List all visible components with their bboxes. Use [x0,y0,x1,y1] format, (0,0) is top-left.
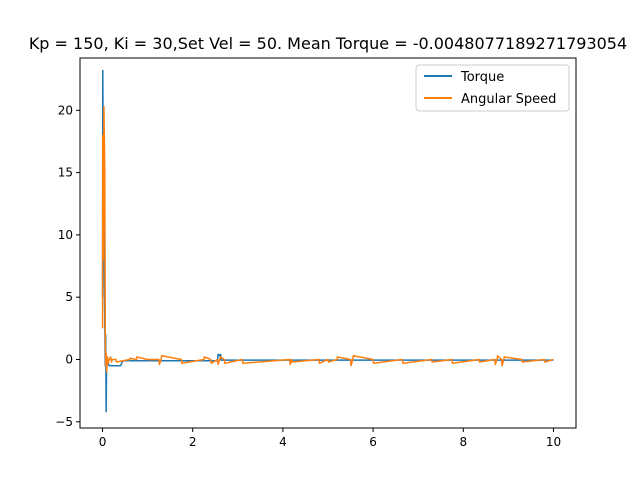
legend-label-torque: Torque [460,70,504,85]
y-tick-label: 0 [65,352,73,366]
series-line-angular-speed [101,105,554,373]
y-tick-label: 20 [58,103,73,117]
chart-title: Kp = 150, Ki = 30,Set Vel = 50. Mean Tor… [29,34,627,53]
x-tick-label: 2 [189,435,197,449]
legend-box [415,64,570,112]
y-tick-label: −5 [55,415,73,429]
y-tick-label: 10 [58,228,73,242]
y-tick-label: 5 [65,290,73,304]
ticks-layer: 0 2 4 6 8 10 −5 0 5 10 15 20 [55,103,561,449]
legend: Torque Angular Speed [415,64,570,112]
x-tick-label: 0 [99,435,107,449]
legend-label-angular-speed: Angular Speed [461,92,556,107]
plot-area-frame [79,57,577,429]
x-tick-label: 4 [279,435,287,449]
x-tick-label: 8 [459,435,467,449]
x-tick-label: 10 [546,435,561,449]
series-layer [101,69,554,413]
y-tick-label: 15 [58,166,73,180]
x-tick-label: 6 [369,435,377,449]
